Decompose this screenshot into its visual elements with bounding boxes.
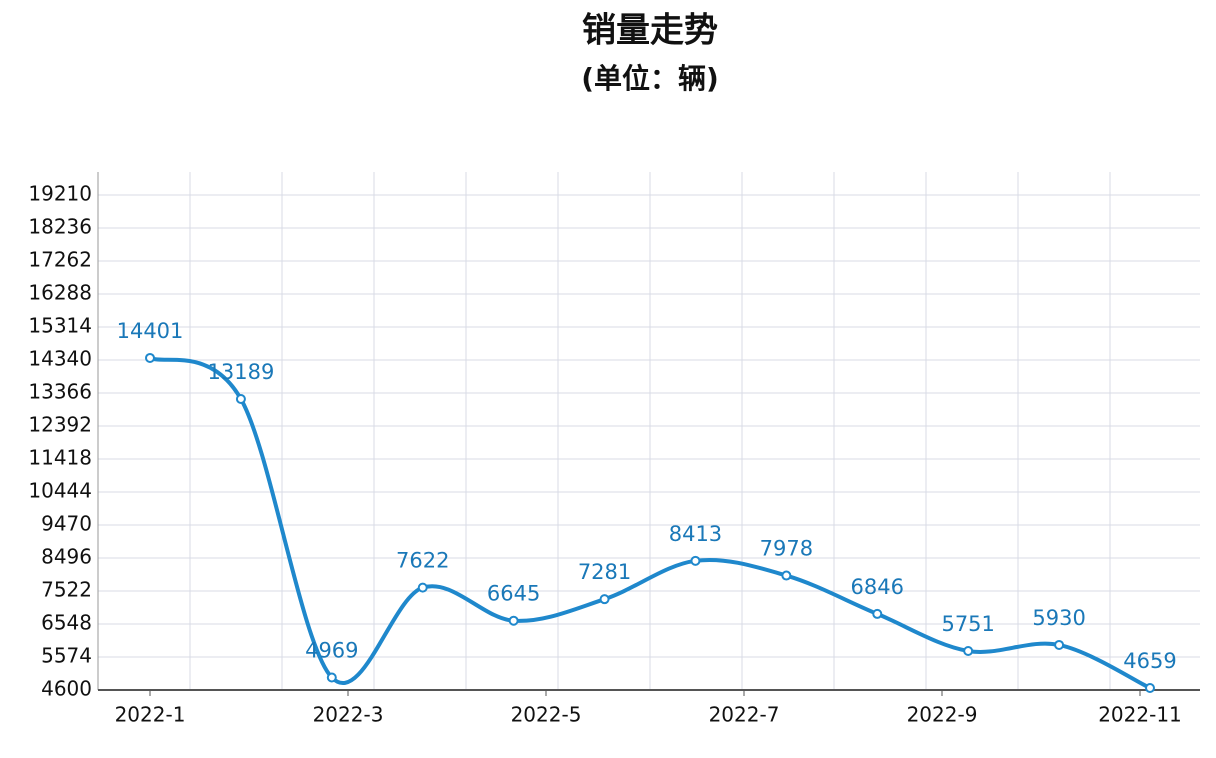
point — [145, 352, 155, 363]
point — [417, 582, 428, 593]
value-label: 14401 — [117, 319, 184, 343]
y-tick-label: 16288 — [28, 281, 92, 305]
value-label: 6645 — [487, 582, 540, 606]
value-label: 13189 — [208, 360, 275, 384]
value-label: 5930 — [1032, 606, 1085, 630]
point — [963, 646, 974, 657]
y-tick-label: 19210 — [28, 182, 92, 206]
y-tick-label: 12392 — [28, 413, 92, 437]
y-tick-label: 11418 — [28, 446, 92, 470]
y-tick-label: 15314 — [28, 314, 92, 338]
y-tick-label: 7522 — [41, 578, 92, 602]
point — [1054, 639, 1065, 650]
point — [1145, 683, 1155, 694]
y-tick-label: 13366 — [28, 380, 92, 404]
y-tick-label: 18236 — [28, 215, 92, 239]
y-tick-label: 4600 — [41, 677, 92, 701]
chart-subtitle: (单位：辆) — [581, 62, 719, 95]
point — [508, 615, 519, 626]
chart-title: 销量走势 — [582, 11, 718, 51]
y-tick-label: 5574 — [41, 644, 92, 668]
y-tick-label: 9470 — [41, 512, 92, 536]
value-label: 7281 — [578, 560, 631, 584]
value-label: 8413 — [669, 522, 722, 546]
point — [872, 608, 883, 619]
value-label: 5751 — [941, 612, 994, 636]
point — [326, 672, 337, 683]
y-tick-label: 8496 — [41, 545, 92, 569]
y-tick-label: 10444 — [28, 479, 92, 503]
value-label: 4969 — [305, 638, 358, 662]
x-tick-label: 2022-3 — [313, 703, 384, 727]
value-label: 7622 — [396, 549, 449, 573]
x-tick-label: 2022-11 — [1098, 703, 1182, 727]
point — [599, 594, 610, 605]
point — [690, 555, 701, 566]
x-tick-label: 2022-9 — [907, 703, 978, 727]
point — [781, 570, 792, 581]
y-tick-label: 17262 — [28, 248, 92, 272]
value-label: 4659 — [1123, 649, 1176, 673]
point — [235, 394, 246, 405]
value-label: 6846 — [851, 575, 904, 599]
y-tick-label: 6548 — [41, 611, 92, 635]
value-label: 7978 — [760, 537, 813, 561]
x-tick-label: 2022-1 — [115, 703, 186, 727]
y-tick-label: 14340 — [28, 347, 92, 371]
x-tick-label: 2022-7 — [709, 703, 780, 727]
x-tick-label: 2022-5 — [511, 703, 582, 727]
